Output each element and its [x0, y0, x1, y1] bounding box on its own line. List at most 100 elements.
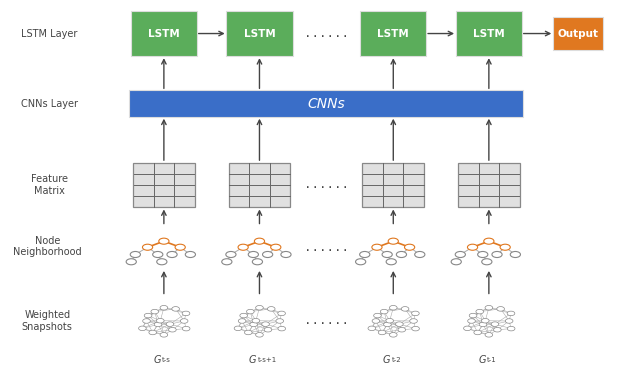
Circle shape — [412, 311, 419, 316]
Text: ......: ...... — [304, 27, 349, 40]
Circle shape — [271, 244, 281, 250]
Circle shape — [278, 311, 285, 316]
FancyBboxPatch shape — [131, 11, 197, 56]
Circle shape — [493, 327, 501, 332]
Circle shape — [508, 327, 515, 331]
Text: LSTM: LSTM — [473, 29, 505, 38]
Circle shape — [221, 259, 232, 265]
Circle shape — [469, 313, 477, 318]
Circle shape — [246, 309, 254, 314]
Text: LSTM Layer: LSTM Layer — [21, 29, 77, 38]
Circle shape — [368, 326, 376, 331]
Text: LSTM: LSTM — [148, 29, 180, 38]
Circle shape — [360, 251, 370, 258]
Circle shape — [378, 330, 386, 335]
Text: Feature
Matrix: Feature Matrix — [31, 174, 68, 195]
FancyBboxPatch shape — [227, 11, 292, 56]
Circle shape — [463, 326, 471, 331]
Text: Weighted
Snapshots: Weighted Snapshots — [22, 310, 73, 332]
Circle shape — [278, 327, 285, 331]
Circle shape — [510, 251, 520, 258]
Circle shape — [248, 251, 259, 258]
Circle shape — [401, 307, 409, 311]
Circle shape — [382, 251, 392, 258]
Circle shape — [492, 251, 502, 258]
Circle shape — [252, 259, 262, 265]
Circle shape — [356, 259, 365, 265]
Circle shape — [479, 322, 487, 327]
Circle shape — [244, 330, 252, 335]
FancyBboxPatch shape — [553, 17, 604, 50]
Circle shape — [186, 251, 195, 258]
Circle shape — [153, 251, 163, 258]
Circle shape — [175, 244, 186, 250]
Circle shape — [226, 251, 236, 258]
Circle shape — [412, 327, 419, 331]
Circle shape — [167, 251, 177, 258]
Circle shape — [485, 306, 493, 310]
Circle shape — [156, 319, 164, 323]
Circle shape — [238, 319, 246, 323]
Circle shape — [250, 322, 257, 327]
Circle shape — [484, 238, 494, 244]
Circle shape — [268, 307, 275, 311]
Text: t-1: t-1 — [487, 357, 497, 363]
Circle shape — [474, 330, 481, 335]
Circle shape — [398, 327, 406, 332]
Circle shape — [126, 259, 136, 265]
Text: ......: ...... — [304, 314, 349, 328]
Text: t-s: t-s — [162, 357, 171, 363]
Circle shape — [262, 322, 269, 327]
Circle shape — [240, 313, 248, 318]
Circle shape — [172, 307, 179, 311]
Circle shape — [372, 244, 382, 250]
FancyBboxPatch shape — [228, 163, 291, 207]
Circle shape — [485, 333, 493, 337]
Circle shape — [151, 309, 159, 314]
Circle shape — [390, 333, 397, 337]
Circle shape — [497, 307, 504, 311]
Circle shape — [388, 238, 398, 244]
Text: Output: Output — [557, 29, 598, 38]
Circle shape — [157, 259, 167, 265]
Circle shape — [404, 244, 415, 250]
Circle shape — [468, 319, 476, 323]
Circle shape — [383, 322, 391, 327]
Circle shape — [252, 319, 260, 323]
Circle shape — [451, 259, 461, 265]
Circle shape — [255, 306, 263, 310]
FancyBboxPatch shape — [129, 90, 524, 117]
Circle shape — [143, 244, 153, 250]
Circle shape — [386, 259, 396, 265]
Circle shape — [168, 327, 176, 332]
Circle shape — [130, 251, 140, 258]
Text: LSTM: LSTM — [244, 29, 275, 38]
Text: ......: ...... — [304, 241, 349, 254]
Circle shape — [160, 306, 168, 310]
Circle shape — [476, 309, 484, 314]
Circle shape — [255, 333, 263, 337]
Circle shape — [264, 327, 272, 332]
Circle shape — [166, 322, 174, 327]
Circle shape — [491, 322, 499, 327]
Circle shape — [506, 319, 513, 323]
Circle shape — [180, 319, 188, 323]
Circle shape — [477, 251, 488, 258]
Circle shape — [482, 259, 492, 265]
FancyBboxPatch shape — [458, 163, 520, 207]
Text: G: G — [153, 355, 161, 365]
Circle shape — [159, 238, 169, 244]
Circle shape — [467, 244, 477, 250]
Text: G: G — [383, 355, 390, 365]
Circle shape — [481, 319, 489, 323]
FancyBboxPatch shape — [362, 163, 424, 207]
Text: CNNs Layer: CNNs Layer — [20, 99, 77, 109]
Text: G: G — [478, 355, 486, 365]
Circle shape — [396, 251, 406, 258]
Text: t-2: t-2 — [392, 357, 401, 363]
Circle shape — [415, 251, 425, 258]
Circle shape — [374, 313, 381, 318]
Circle shape — [144, 313, 152, 318]
Circle shape — [390, 306, 397, 310]
Circle shape — [149, 330, 157, 335]
